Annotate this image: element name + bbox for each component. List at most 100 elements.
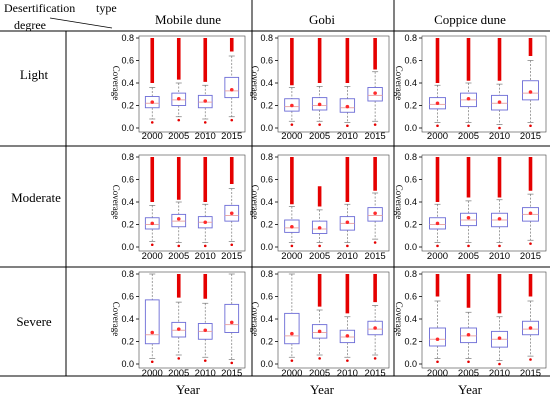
x-tick-label: 2015 <box>520 131 541 142</box>
mean-marker <box>150 221 155 226</box>
y-axis-label: Coverage <box>111 302 121 336</box>
box-iqr <box>429 97 446 110</box>
column-header-mobile-dune: Mobile dune <box>155 12 221 27</box>
box-iqr <box>522 80 539 101</box>
y-tick-label: 0.6 <box>121 292 134 302</box>
outlier-band <box>497 274 502 314</box>
y-tick-label: 0.4 <box>404 197 417 207</box>
box-2000 <box>284 38 300 126</box>
y-tick-label: 0.4 <box>121 314 134 324</box>
low-outlier <box>529 124 532 128</box>
box-2015 <box>522 38 539 128</box>
y-tick-label: 0.6 <box>260 292 273 302</box>
y-tick-label: 0.0 <box>260 242 273 252</box>
y-axis-label: Coverage <box>250 66 260 100</box>
plot-frame <box>138 154 246 252</box>
row-header-severe: Severe <box>16 314 52 329</box>
x-tick-label: 2000 <box>427 131 448 142</box>
x-tick-label: 2010 <box>489 251 510 262</box>
y-tick-label: 0.2 <box>404 220 417 230</box>
plot-frame <box>277 271 390 369</box>
mean-marker <box>435 337 440 342</box>
outlier-band <box>290 157 294 205</box>
y-tick-label: 0.0 <box>260 359 273 369</box>
y-tick-label: 0.8 <box>260 152 273 162</box>
y-tick-label: 0.4 <box>404 314 417 324</box>
mean-marker <box>466 96 471 101</box>
mean-marker <box>290 224 294 229</box>
low-outlier <box>467 124 470 128</box>
box-2015 <box>224 38 240 122</box>
box-iqr <box>367 320 383 336</box>
box-iqr <box>311 97 328 111</box>
x-axis-label-coppice-dune: Year <box>458 382 483 397</box>
y-tick-label: 0.6 <box>404 292 417 302</box>
outlier-band <box>373 38 377 70</box>
mean-marker <box>435 221 440 226</box>
box-iqr <box>171 213 187 228</box>
box-2000 <box>429 274 446 364</box>
panel-light-coppice-dune: 0.0 0.2 0.4 0.6 0.8 Coverage 2000 2005 2010 2015 <box>394 33 547 142</box>
col-header-label: type <box>96 1 117 15</box>
y-tick-label: 0.4 <box>260 197 273 207</box>
y-axis-label: Coverage <box>111 66 121 100</box>
x-axis-label-mobile-dune: Year <box>176 382 201 397</box>
mean-marker <box>229 211 234 216</box>
y-axis-label: Coverage <box>394 66 404 100</box>
low-outlier <box>290 244 294 248</box>
box-2000 <box>429 38 446 128</box>
y-tick-label: 0.0 <box>404 242 417 252</box>
box-2015 <box>367 274 383 360</box>
box-2000 <box>144 157 160 247</box>
box-2005 <box>311 38 328 126</box>
box-2005 <box>171 274 187 360</box>
y-tick-label: 0.4 <box>260 314 273 324</box>
outlier-band <box>345 274 350 314</box>
y-tick-label: 0.4 <box>404 78 417 88</box>
low-outlier <box>203 244 207 248</box>
box-2005 <box>460 157 477 248</box>
plot-frame <box>138 271 246 369</box>
x-tick-label: 2000 <box>281 251 302 262</box>
box-iqr <box>144 299 160 345</box>
y-tick-label: 0.0 <box>121 359 134 369</box>
mean-marker <box>203 328 208 333</box>
box-iqr <box>491 94 508 111</box>
low-outlier <box>346 244 349 248</box>
y-tick-label: 0.4 <box>121 78 134 88</box>
x-tick-label: 2000 <box>142 368 163 379</box>
row-header-label-line2: degree <box>14 18 46 32</box>
low-outlier <box>498 126 501 130</box>
mean-marker <box>317 226 322 230</box>
panel-severe-gobi: 0.0 0.2 0.4 0.6 0.8 Coverage 2000 2005 2010 2015 <box>250 269 390 379</box>
x-tick-label: 2015 <box>365 368 386 379</box>
box-iqr <box>311 324 328 339</box>
mean-marker <box>229 87 234 92</box>
y-axis-label: Coverage <box>111 185 121 219</box>
x-tick-label: 2015 <box>365 131 386 142</box>
mean-marker <box>435 101 440 106</box>
y-tick-label: 0.8 <box>121 33 134 43</box>
y-tick-label: 0.4 <box>260 78 273 88</box>
outlier-band <box>373 274 377 303</box>
low-outlier <box>150 121 154 124</box>
x-tick-label: 2010 <box>337 131 358 142</box>
outlier-band <box>290 38 294 86</box>
box-2000 <box>144 38 160 124</box>
box-iqr <box>171 321 187 338</box>
mean-marker <box>373 326 377 330</box>
low-outlier <box>290 359 294 362</box>
mean-marker <box>373 211 377 216</box>
box-2005 <box>460 38 477 128</box>
panel-light-mobile-dune: 0.0 0.2 0.4 0.6 0.8 Coverage 2000 2005 2010 2015 <box>111 33 246 142</box>
x-tick-label: 2000 <box>142 131 163 142</box>
y-axis-label: Coverage <box>250 185 260 219</box>
outlier-band <box>528 38 533 56</box>
plot-frame <box>421 35 547 133</box>
box-2000 <box>284 157 300 248</box>
box-2010 <box>339 38 356 128</box>
y-tick-label: 0.8 <box>260 33 273 43</box>
x-tick-label: 2000 <box>427 251 448 262</box>
